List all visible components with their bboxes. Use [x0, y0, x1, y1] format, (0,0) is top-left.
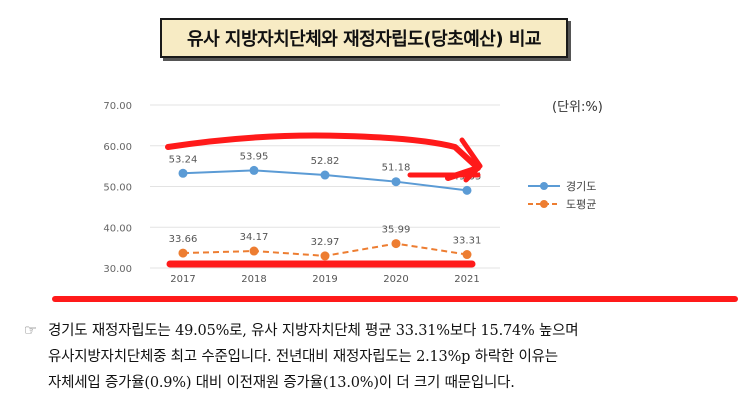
description-line: 유사지방자치단체중 최고 수준입니다. 전년대비 재정자립도는 2.13%p 하… [48, 349, 558, 365]
x-tick-label: 2020 [383, 274, 408, 285]
data-label: 33.66 [169, 234, 198, 245]
y-tick-label: 60.00 [103, 142, 132, 153]
description-line: 자체세입 증가율(0.9%) 대비 이전재원 증가율(13.0%)이 더 크기 … [48, 375, 515, 391]
pointing-hand-icon: ☞ [24, 323, 37, 339]
x-tick-label: 2017 [170, 274, 195, 285]
data-point [391, 239, 401, 249]
data-point [249, 165, 259, 175]
data-point [462, 250, 472, 260]
y-tick-label: 30.00 [103, 264, 132, 275]
line-chart: 30.00 40.00 50.00 60.00 70.00 2017 2018 2019 20… [52, 101, 738, 302]
data-point [178, 168, 188, 178]
x-tick-label: 2019 [312, 274, 337, 285]
data-point [249, 246, 259, 256]
red-arrow-annotation [165, 132, 481, 181]
unit-label: (단위:%) [552, 100, 603, 115]
y-tick-label: 70.00 [103, 101, 132, 112]
data-label: 34.17 [240, 232, 269, 243]
data-label: 32.97 [311, 237, 340, 248]
data-label: 53.24 [169, 154, 198, 165]
data-label: 33.31 [453, 236, 482, 247]
data-label: 51.18 [382, 163, 411, 174]
y-tick-label: 50.00 [103, 183, 132, 194]
x-tick-label: 2018 [241, 274, 266, 285]
data-point [462, 185, 472, 195]
description-line: 경기도 재정자립도는 49.05%로, 유사 지방자치단체 평균 33.31%보… [48, 323, 579, 339]
data-point [391, 177, 401, 187]
page-title: 유사 지방자치단체와 재정자립도(당초예산) 비교 [160, 18, 568, 58]
data-point [320, 251, 330, 261]
data-point [320, 170, 330, 180]
data-point [178, 248, 188, 258]
data-label: 35.99 [382, 225, 411, 236]
description-text: ☞ 경기도 재정자립도는 49.05%로, 유사 지방자치단체 평균 33.31%… [24, 318, 744, 396]
x-tick-label: 2021 [454, 274, 479, 285]
legend-label: 경기도 [566, 180, 596, 193]
data-label: 52.82 [311, 156, 340, 167]
legend-label: 도평균 [566, 198, 596, 211]
legend-swatch-marker [540, 182, 548, 190]
legend-swatch-marker [540, 200, 548, 208]
data-label: 53.95 [240, 151, 269, 162]
y-tick-label: 40.00 [103, 223, 132, 234]
